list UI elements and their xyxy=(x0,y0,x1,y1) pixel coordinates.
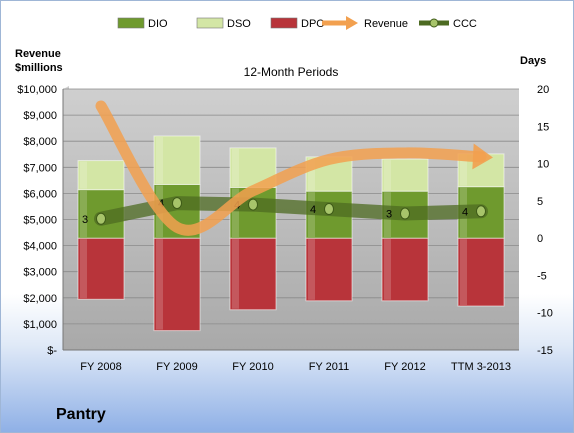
x-tick-label: FY 2009 xyxy=(156,361,197,373)
y-left-tick-label: $8,000 xyxy=(23,136,57,148)
y-right-tick-label: -5 xyxy=(537,270,547,282)
y-left-tick-label: $4,000 xyxy=(23,241,57,253)
x-tick-label: FY 2010 xyxy=(232,361,273,373)
dpo-bar xyxy=(229,237,277,311)
ccc-data-label: 3 xyxy=(386,209,392,221)
dpo-bar xyxy=(457,237,505,307)
y-left-tick-label: $5,000 xyxy=(23,215,57,227)
x-tick-label: FY 2008 xyxy=(80,361,121,373)
y-right-tick-label: 20 xyxy=(537,84,549,96)
y-right-tick-label: -15 xyxy=(537,345,553,357)
ccc-point xyxy=(172,197,182,210)
y-right-tick-label: 5 xyxy=(537,196,543,208)
legend-swatch-marker xyxy=(429,18,439,28)
x-tick-label: FY 2011 xyxy=(309,361,350,373)
legend-label: DSO xyxy=(227,18,251,30)
ccc-data-label: 3 xyxy=(82,214,88,226)
y-right-tick-label: -10 xyxy=(537,308,553,320)
legend-label: DPO xyxy=(301,18,325,30)
legend-swatch xyxy=(270,17,298,29)
y-right-tick-label: 15 xyxy=(537,121,549,133)
dpo-bar xyxy=(153,237,201,332)
y-right-label: Days xyxy=(520,55,546,67)
ccc-point xyxy=(476,205,486,218)
x-tick-label: FY 2012 xyxy=(384,361,425,373)
x-tick-label: TTM 3-2013 xyxy=(451,361,511,373)
y-left-tick-label: $1,000 xyxy=(23,319,57,331)
legend-label: CCC xyxy=(453,18,477,30)
dpo-bar xyxy=(381,237,429,302)
dpo-bar xyxy=(305,237,353,302)
y-left-tick-label: $- xyxy=(47,345,57,357)
ccc-point xyxy=(248,198,258,211)
dso-bar xyxy=(153,135,201,185)
ccc-point xyxy=(96,212,106,225)
y-left-tick-label: $9,000 xyxy=(23,110,57,122)
y-left-tick-label: $10,000 xyxy=(17,84,57,96)
ccc-data-label: 4 xyxy=(310,204,316,216)
ccc-point xyxy=(324,203,334,216)
ccc-data-label: 4 xyxy=(462,206,468,218)
legend-label: Revenue xyxy=(364,18,408,30)
y-left-tick-label: $3,000 xyxy=(23,267,57,279)
revenue-line xyxy=(95,100,487,236)
chart-title: 12-Month Periods xyxy=(244,65,339,79)
company-name: Pantry xyxy=(56,406,106,423)
y-left-label-units: $millions xyxy=(15,62,63,74)
revenue-arrowhead xyxy=(472,143,493,170)
y-left-tick-label: $7,000 xyxy=(23,162,57,174)
y-left-tick-label: $2,000 xyxy=(23,293,57,305)
ccc-line xyxy=(94,196,488,226)
dso-bar xyxy=(381,158,429,192)
legend-swatch xyxy=(117,17,145,29)
y-right-tick-label: 0 xyxy=(537,233,543,245)
dso-bar xyxy=(77,160,125,191)
legend-swatch-arrowhead xyxy=(346,16,358,30)
legend-swatch xyxy=(196,17,224,29)
y-left-tick-label: $6,000 xyxy=(23,188,57,200)
legend-label: DIO xyxy=(148,18,168,30)
y-right-tick-label: 10 xyxy=(537,159,549,171)
ccc-point xyxy=(400,207,410,220)
y-left-label: Revenue xyxy=(15,48,61,60)
